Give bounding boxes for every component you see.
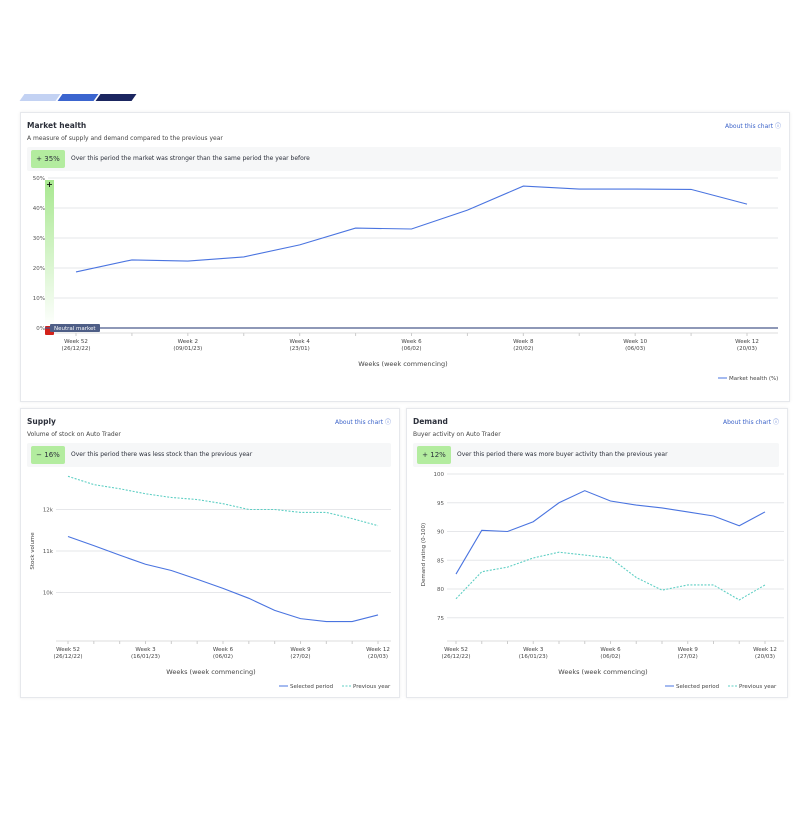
previous-year-line <box>455 551 766 601</box>
legend-label: Market health (%) <box>729 376 778 382</box>
card-subtitle: Buyer activity on Auto Trader <box>413 431 501 438</box>
summary-banner: + 12% Over this period there was more bu… <box>413 443 779 467</box>
y-tick-label: 40% <box>33 206 45 212</box>
x-tick-label: Week 6 <box>401 339 422 345</box>
stripe <box>19 94 61 101</box>
supply-card: Supply Volume of stock on Auto Trader Ab… <box>20 408 400 698</box>
y-tick-label: 11k <box>43 549 54 555</box>
summary-banner: − 16% Over this period there was less st… <box>27 443 391 467</box>
x-tick-label: Week 52 <box>56 647 80 653</box>
x-tick-label: Week 2 <box>178 339 198 345</box>
about-chart-link[interactable]: About this chart ⓘ <box>724 123 781 130</box>
x-tick-label: Week 4 <box>290 339 311 345</box>
y-tick-label: 85 <box>437 558 444 564</box>
banner-text: Over this period there was more buyer ac… <box>457 451 668 458</box>
card-title: Demand <box>413 417 448 426</box>
x-tick-date: (26/12/22) <box>62 346 91 352</box>
y-tick-label: 75 <box>437 616 444 622</box>
y-tick-label: 12k <box>43 508 54 514</box>
y-axis-title: Demand rating (0-100) <box>421 523 427 586</box>
x-tick-date: (16/01/23) <box>131 654 160 660</box>
y-tick-label: 100 <box>434 472 445 478</box>
x-tick-label: Week 12 <box>366 647 390 653</box>
neutral-market-label: Neutral market <box>54 326 96 332</box>
card-title: Market health <box>27 121 87 130</box>
card-subtitle: Volume of stock on Auto Trader <box>27 431 121 438</box>
x-tick-date: (20/03) <box>737 346 757 352</box>
legend-label: Previous year <box>353 684 391 690</box>
x-tick-label: Week 6 <box>213 647 234 653</box>
x-tick-label: Week 52 <box>64 339 88 345</box>
y-tick-label: 10% <box>33 296 45 302</box>
change-badge: − 16% <box>31 446 65 464</box>
card-title: Supply <box>27 417 56 426</box>
x-axis-title: Weeks (week commencing) <box>166 668 255 676</box>
x-tick-date: (20/03) <box>755 654 775 660</box>
x-tick-label: Week 12 <box>735 339 759 345</box>
x-tick-label: Week 9 <box>678 647 699 653</box>
y-tick-label: 90 <box>437 530 444 536</box>
banner-text: Over this period there was less stock th… <box>71 451 253 458</box>
x-tick-date: (06/02) <box>401 346 421 352</box>
y-tick-label: 20% <box>33 266 45 272</box>
y-tick-label: 10k <box>43 591 54 597</box>
x-tick-date: (06/02) <box>600 654 620 660</box>
neutral-market-label-bg <box>50 324 100 332</box>
y-tick-label: 50% <box>33 176 45 182</box>
supply-chart: 10k 11k 12k Week 52(26/12/22) Week 3(16/01/2… <box>30 475 391 690</box>
x-axis-title: Weeks (week commencing) <box>358 360 447 368</box>
stripe <box>57 94 99 101</box>
x-tick-date: (27/02) <box>678 654 698 660</box>
selected-period-line <box>455 490 766 575</box>
x-axis-title: Weeks (week commencing) <box>558 668 647 676</box>
x-tick-label: Week 3 <box>523 647 544 653</box>
x-tick-label: Week 10 <box>623 339 647 345</box>
x-tick-date: (16/01/23) <box>519 654 548 660</box>
previous-year-line <box>67 475 379 527</box>
card-subtitle: A measure of supply and demand compared … <box>27 135 223 142</box>
y-tick-label: 30% <box>33 236 45 242</box>
brand-stripes <box>19 94 137 101</box>
selected-period-line <box>67 535 379 623</box>
x-tick-label: Week 12 <box>753 647 777 653</box>
selected-period-line <box>75 185 748 273</box>
change-badge: + 12% <box>417 446 451 464</box>
x-tick-date: (06/03) <box>625 346 645 352</box>
y-axis-title: Stock volume <box>30 532 36 570</box>
legend-label: Previous year <box>739 684 777 690</box>
y-tick-label: 80 <box>437 587 444 593</box>
x-tick-label: Week 9 <box>290 647 311 653</box>
summary-banner: + 35% Over this period the market was st… <box>27 147 781 171</box>
market-health-card: Market health A measure of supply and de… <box>20 112 790 402</box>
legend-label: Selected period <box>290 684 333 690</box>
market-health-chart: 0% 10% 20% 30% 40% 50% Week 52(26/12/22) Week 2… <box>33 176 779 382</box>
change-badge: + 35% <box>31 150 65 168</box>
positive-gradient-bar <box>45 180 54 328</box>
demand-chart: 75 80 85 90 95 100 Week 52(26/12/22) Week 3(16/… <box>421 472 784 690</box>
stripe <box>95 94 137 101</box>
x-tick-label: Week 8 <box>513 339 534 345</box>
x-tick-date: (27/02) <box>290 654 310 660</box>
plus-icon: + <box>46 180 53 189</box>
x-tick-label: Week 6 <box>600 647 621 653</box>
x-tick-date: (26/12/22) <box>54 654 83 660</box>
banner-text: Over this period the market was stronger… <box>71 155 310 162</box>
x-tick-date: (20/02) <box>513 346 533 352</box>
x-tick-label: Week 3 <box>135 647 156 653</box>
about-chart-link[interactable]: About this chart ⓘ <box>334 419 391 426</box>
x-tick-date: (09/01/23) <box>173 346 202 352</box>
x-tick-label: Week 52 <box>444 647 468 653</box>
legend-label: Selected period <box>676 684 719 690</box>
y-tick-label: 0% <box>36 326 45 332</box>
y-tick-label: 95 <box>437 501 444 507</box>
x-tick-date: (23/01) <box>290 346 310 352</box>
demand-card: Demand Buyer activity on Auto Trader Abo… <box>406 408 788 698</box>
x-tick-date: (06/02) <box>213 654 233 660</box>
x-tick-date: (20/03) <box>368 654 388 660</box>
about-chart-link[interactable]: About this chart ⓘ <box>722 419 779 426</box>
x-tick-date: (26/12/22) <box>442 654 471 660</box>
